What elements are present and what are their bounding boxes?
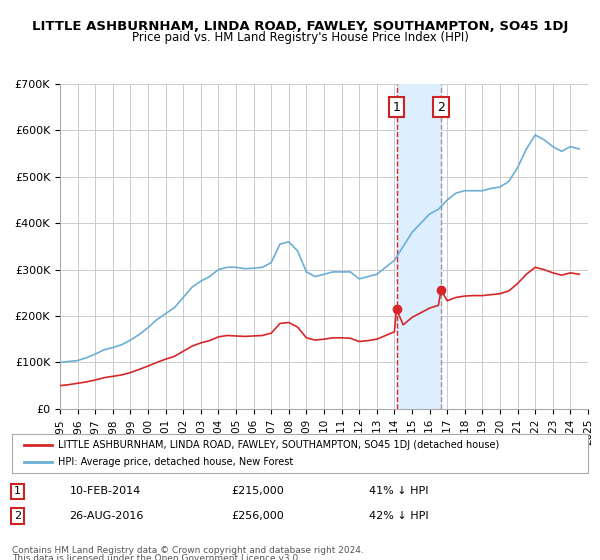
Text: 42% ↓ HPI: 42% ↓ HPI <box>369 511 429 521</box>
Text: £256,000: £256,000 <box>231 511 284 521</box>
Text: 41% ↓ HPI: 41% ↓ HPI <box>369 487 428 496</box>
Bar <box>397 84 441 409</box>
Text: 26-AUG-2016: 26-AUG-2016 <box>70 511 144 521</box>
Text: LITTLE ASHBURNHAM, LINDA ROAD, FAWLEY, SOUTHAMPTON, SO45 1DJ (detached house): LITTLE ASHBURNHAM, LINDA ROAD, FAWLEY, S… <box>58 440 499 450</box>
Text: 1: 1 <box>392 101 400 114</box>
Text: LITTLE ASHBURNHAM, LINDA ROAD, FAWLEY, SOUTHAMPTON, SO45 1DJ: LITTLE ASHBURNHAM, LINDA ROAD, FAWLEY, S… <box>32 20 568 32</box>
Text: 2: 2 <box>437 101 445 114</box>
Text: 2: 2 <box>14 511 22 521</box>
Text: £215,000: £215,000 <box>231 487 284 496</box>
Text: 10-FEB-2014: 10-FEB-2014 <box>70 487 141 496</box>
Text: Contains HM Land Registry data © Crown copyright and database right 2024.: Contains HM Land Registry data © Crown c… <box>12 546 364 555</box>
Text: HPI: Average price, detached house, New Forest: HPI: Average price, detached house, New … <box>58 457 293 467</box>
Text: 1: 1 <box>14 487 21 496</box>
Text: This data is licensed under the Open Government Licence v3.0.: This data is licensed under the Open Gov… <box>12 554 301 560</box>
Text: Price paid vs. HM Land Registry's House Price Index (HPI): Price paid vs. HM Land Registry's House … <box>131 31 469 44</box>
